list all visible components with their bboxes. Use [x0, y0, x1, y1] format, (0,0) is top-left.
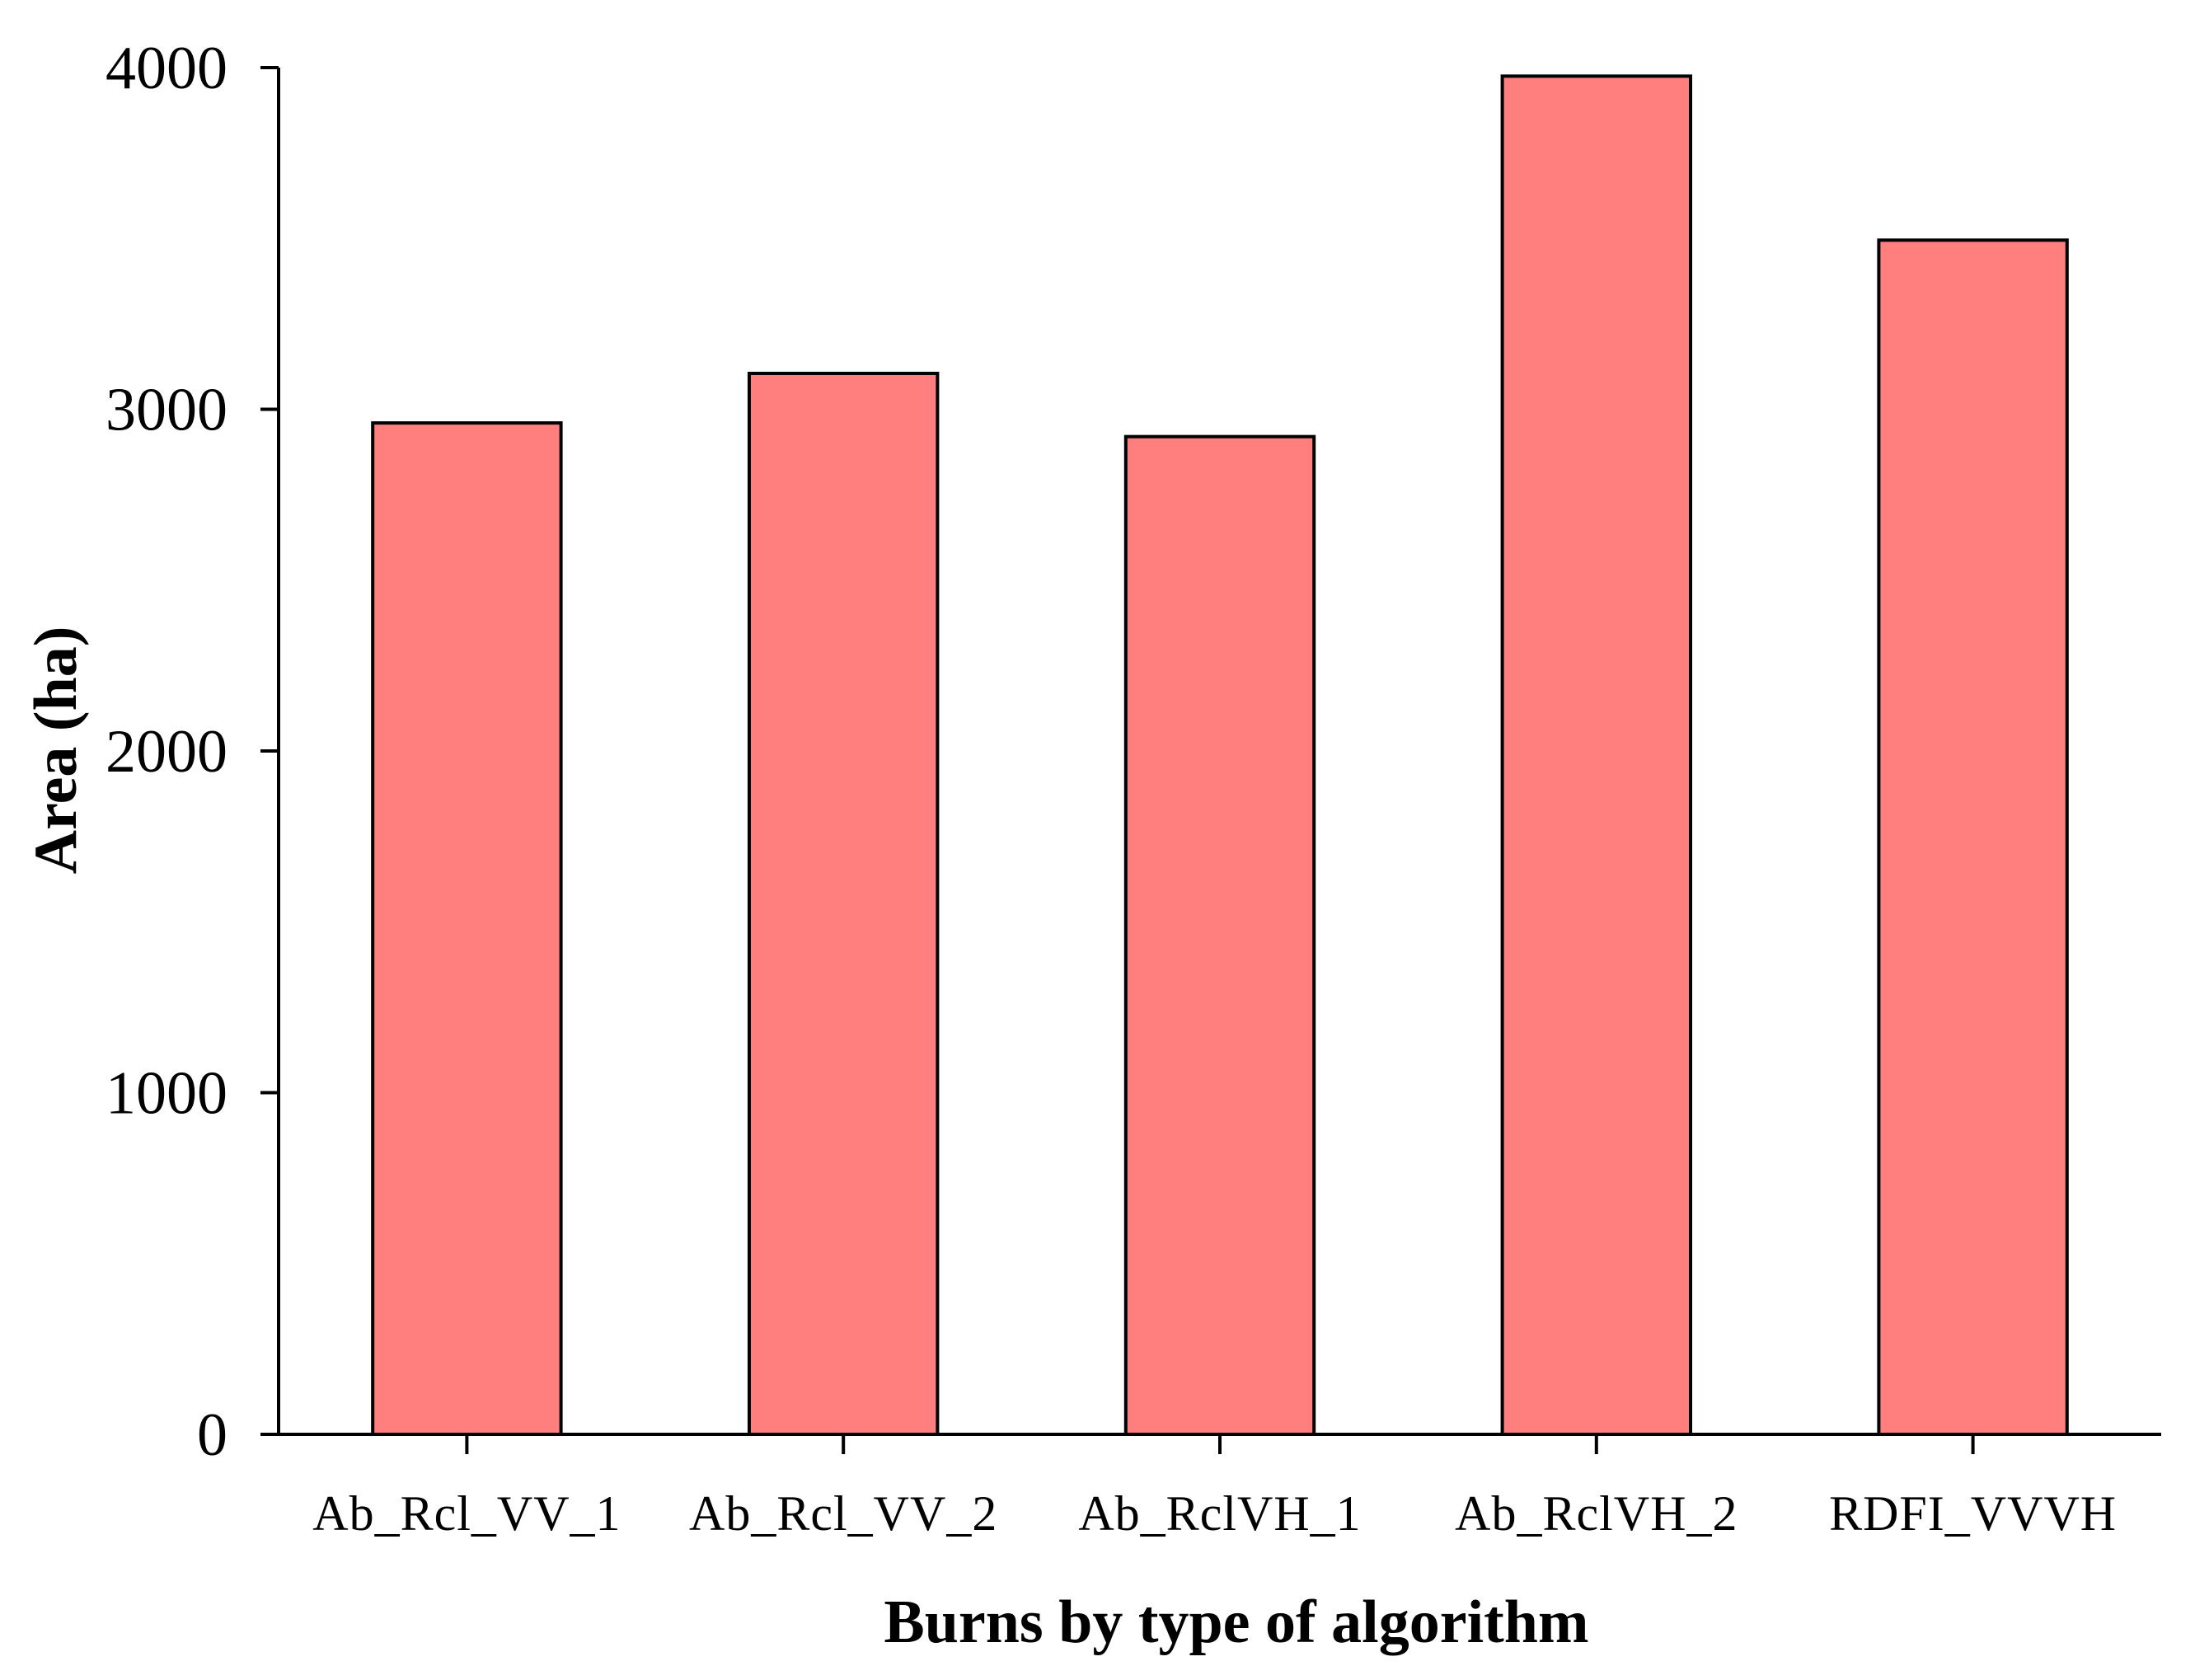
x-tick-label: Ab_Rcl_VV_1 — [312, 1486, 621, 1541]
axes-layer — [260, 66, 2161, 1454]
x-tick-label: Ab_Rcl_VV_2 — [689, 1486, 997, 1541]
bar-ab-rclvh-2 — [1500, 74, 1692, 1436]
y-tick-label: 3000 — [106, 377, 227, 444]
x-tick-label: Ab_RclVH_1 — [1078, 1486, 1361, 1541]
y-tick-label: 4000 — [106, 35, 227, 102]
y-tick-label: 2000 — [106, 718, 227, 786]
y-axis-title: Area (ha) — [22, 626, 90, 875]
bar-rdfi-vvvh — [1877, 238, 2069, 1436]
bar-ab-rclvh-1 — [1123, 434, 1316, 1436]
x-tick-label: RDFI_VVVH — [1829, 1486, 2117, 1541]
bar-ab-rcl-vv-1 — [371, 421, 563, 1437]
y-tick-label: 1000 — [106, 1060, 227, 1128]
y-tick-label: 0 — [197, 1401, 227, 1469]
bar-ab-rcl-vv-2 — [748, 371, 940, 1436]
x-axis-title: Burns by type of algorithm — [884, 1588, 1588, 1656]
x-tick-label: Ab_RclVH_2 — [1455, 1486, 1738, 1541]
labels-layer: Ab_Rcl_VV_1 Ab_Rcl_VV_2 Ab_RclVH_1 Ab_RclVH… — [106, 35, 2117, 1541]
bars-layer — [371, 74, 2069, 1437]
